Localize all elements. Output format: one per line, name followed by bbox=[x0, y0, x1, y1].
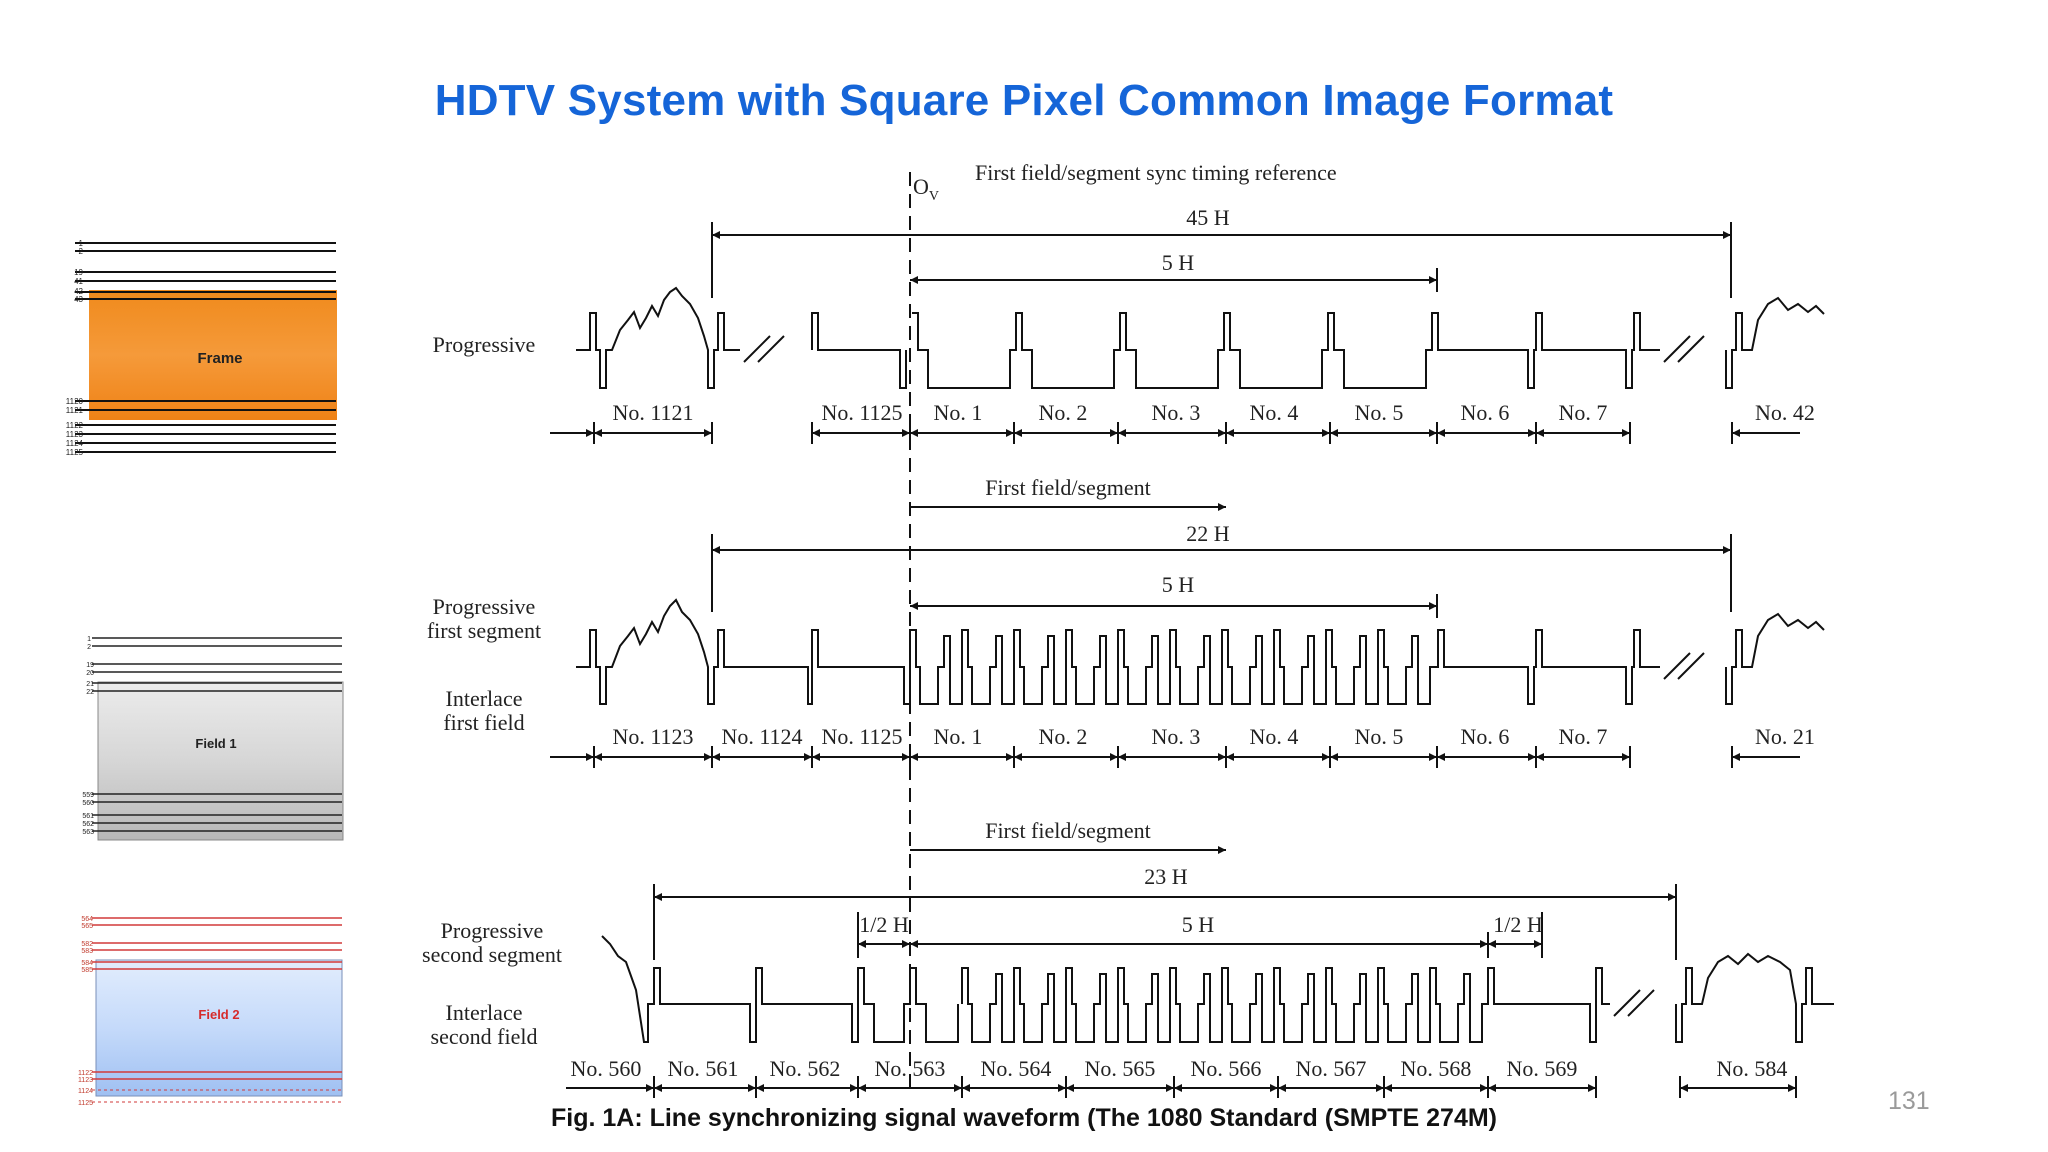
line-label: 1123 bbox=[78, 1077, 93, 1084]
line-number: No. 1124 bbox=[721, 724, 802, 749]
line-label: 42 bbox=[74, 287, 83, 296]
line-number: No. 3 bbox=[1152, 400, 1201, 425]
first-field-segment-label: First field/segment bbox=[985, 475, 1151, 500]
line-number: No. 1125 bbox=[821, 400, 902, 425]
line-label: 19 bbox=[86, 662, 94, 669]
mode-label: Interlace bbox=[446, 1000, 523, 1025]
line-number: No. 563 bbox=[875, 1056, 946, 1081]
line-number: No. 569 bbox=[1507, 1056, 1578, 1081]
span-5h-label: 5 H bbox=[1182, 912, 1215, 937]
panel-progressive: Progressive 45 H 5 H bbox=[433, 205, 1825, 444]
line-number: No. 1 bbox=[934, 724, 983, 749]
line-label: 582 bbox=[81, 941, 93, 948]
page-number: 131 bbox=[1888, 1087, 1930, 1115]
line-number: No. 1121 bbox=[612, 400, 693, 425]
line-label: 1125 bbox=[66, 448, 84, 457]
figure-caption: Fig. 1A: Line synchronizing signal wavef… bbox=[550, 1104, 1498, 1132]
field2-label: Field 2 bbox=[198, 1007, 239, 1022]
slide-title: HDTV System with Square Pixel Common Ima… bbox=[434, 76, 1614, 125]
line-number: No. 1125 bbox=[821, 724, 902, 749]
ov-label: OV bbox=[913, 174, 939, 204]
line-number: No. 561 bbox=[668, 1056, 739, 1081]
line-label: 43 bbox=[74, 295, 83, 304]
line-label: 1 bbox=[79, 239, 84, 248]
line-label: 1121 bbox=[66, 406, 84, 415]
field1-diagram: 1 2 19 20 21 22 559 560 561 562 563 Fiel… bbox=[74, 632, 364, 842]
line-number: No. 1 bbox=[934, 400, 983, 425]
line-number: No. 566 bbox=[1191, 1056, 1262, 1081]
line-label: 584 bbox=[81, 960, 93, 967]
line-number: No. 7 bbox=[1559, 400, 1608, 425]
line-label: 583 bbox=[81, 948, 93, 955]
line-label: 559 bbox=[82, 792, 94, 799]
line-number: No. 2 bbox=[1039, 724, 1088, 749]
field1-label: Field 1 bbox=[195, 736, 236, 751]
field2-diagram: 564 565 582 583 584 585 1122 1123 1124 1… bbox=[74, 912, 364, 1112]
line-number: No. 568 bbox=[1401, 1056, 1472, 1081]
line-number: No. 584 bbox=[1717, 1056, 1788, 1081]
line-number: No. 21 bbox=[1755, 724, 1815, 749]
half-h-label: 1/2 H bbox=[1493, 912, 1543, 937]
line-label: 21 bbox=[86, 681, 94, 688]
line-label: 1124 bbox=[66, 439, 84, 448]
frame-label: Frame bbox=[197, 350, 242, 367]
panel-first-field: First field/segment 22 H 5 H Progressive… bbox=[427, 475, 1825, 768]
line-label: 20 bbox=[86, 670, 94, 677]
line-number: No. 7 bbox=[1559, 724, 1608, 749]
line-number: No. 2 bbox=[1039, 400, 1088, 425]
mode-label: second segment bbox=[422, 942, 562, 967]
mode-label: first field bbox=[443, 710, 524, 735]
line-number: No. 560 bbox=[571, 1056, 642, 1081]
line-label: 1123 bbox=[66, 430, 84, 439]
mode-label: second field bbox=[431, 1024, 538, 1049]
line-label: 1120 bbox=[66, 397, 84, 406]
line-number: No. 6 bbox=[1461, 724, 1510, 749]
frame-diagram: 1 2 19 41 42 43 1120 1121 1122 1123 1124… bbox=[60, 236, 350, 461]
line-number: No. 562 bbox=[770, 1056, 841, 1081]
line-label: 41 bbox=[74, 277, 83, 286]
line-label: 2 bbox=[87, 644, 91, 651]
span-45h-label: 45 H bbox=[1186, 205, 1230, 230]
line-number: No. 42 bbox=[1755, 400, 1815, 425]
line-label: 560 bbox=[82, 800, 94, 807]
line-label: 562 bbox=[82, 821, 94, 828]
line-number: No. 1123 bbox=[612, 724, 693, 749]
line-label: 2 bbox=[79, 247, 84, 256]
span-22h-label: 22 H bbox=[1186, 521, 1230, 546]
mode-label: Interlace bbox=[446, 686, 523, 711]
line-label: 585 bbox=[81, 967, 93, 974]
reference-label: First field/segment sync timing referenc… bbox=[975, 160, 1337, 185]
line-label: 561 bbox=[82, 813, 94, 820]
line-label: 1 bbox=[87, 636, 91, 643]
line-number: No. 564 bbox=[981, 1056, 1052, 1081]
line-number: No. 4 bbox=[1250, 724, 1299, 749]
line-label: 565 bbox=[81, 923, 93, 930]
line-number: No. 5 bbox=[1355, 400, 1404, 425]
line-number: No. 567 bbox=[1296, 1056, 1367, 1081]
line-label: 563 bbox=[82, 829, 94, 836]
span-5h-label: 5 H bbox=[1162, 572, 1195, 597]
line-number: No. 5 bbox=[1355, 724, 1404, 749]
line-label: 22 bbox=[86, 689, 94, 696]
half-h-label: 1/2 H bbox=[859, 912, 909, 937]
line-label: 564 bbox=[81, 916, 93, 923]
mode-label: first segment bbox=[427, 618, 541, 643]
line-number: No. 3 bbox=[1152, 724, 1201, 749]
span-23h-label: 23 H bbox=[1144, 864, 1188, 889]
line-label: 1122 bbox=[78, 1070, 93, 1077]
mode-label: Progressive bbox=[433, 594, 536, 619]
panel-second-field: First field/segment 23 H 1/2 H 5 H 1/2 H… bbox=[422, 818, 1834, 1098]
line-number: No. 4 bbox=[1250, 400, 1299, 425]
first-field-segment-label: First field/segment bbox=[985, 818, 1151, 843]
line-label: 1124 bbox=[78, 1088, 93, 1095]
line-number: No. 565 bbox=[1085, 1056, 1156, 1081]
line-label: 1125 bbox=[78, 1100, 93, 1107]
span-5h-label: 5 H bbox=[1162, 250, 1195, 275]
line-label: 1122 bbox=[66, 421, 84, 430]
line-label: 19 bbox=[74, 268, 83, 277]
mode-label: Progressive bbox=[433, 332, 536, 357]
line-number: No. 6 bbox=[1461, 400, 1510, 425]
mode-label: Progressive bbox=[441, 918, 544, 943]
